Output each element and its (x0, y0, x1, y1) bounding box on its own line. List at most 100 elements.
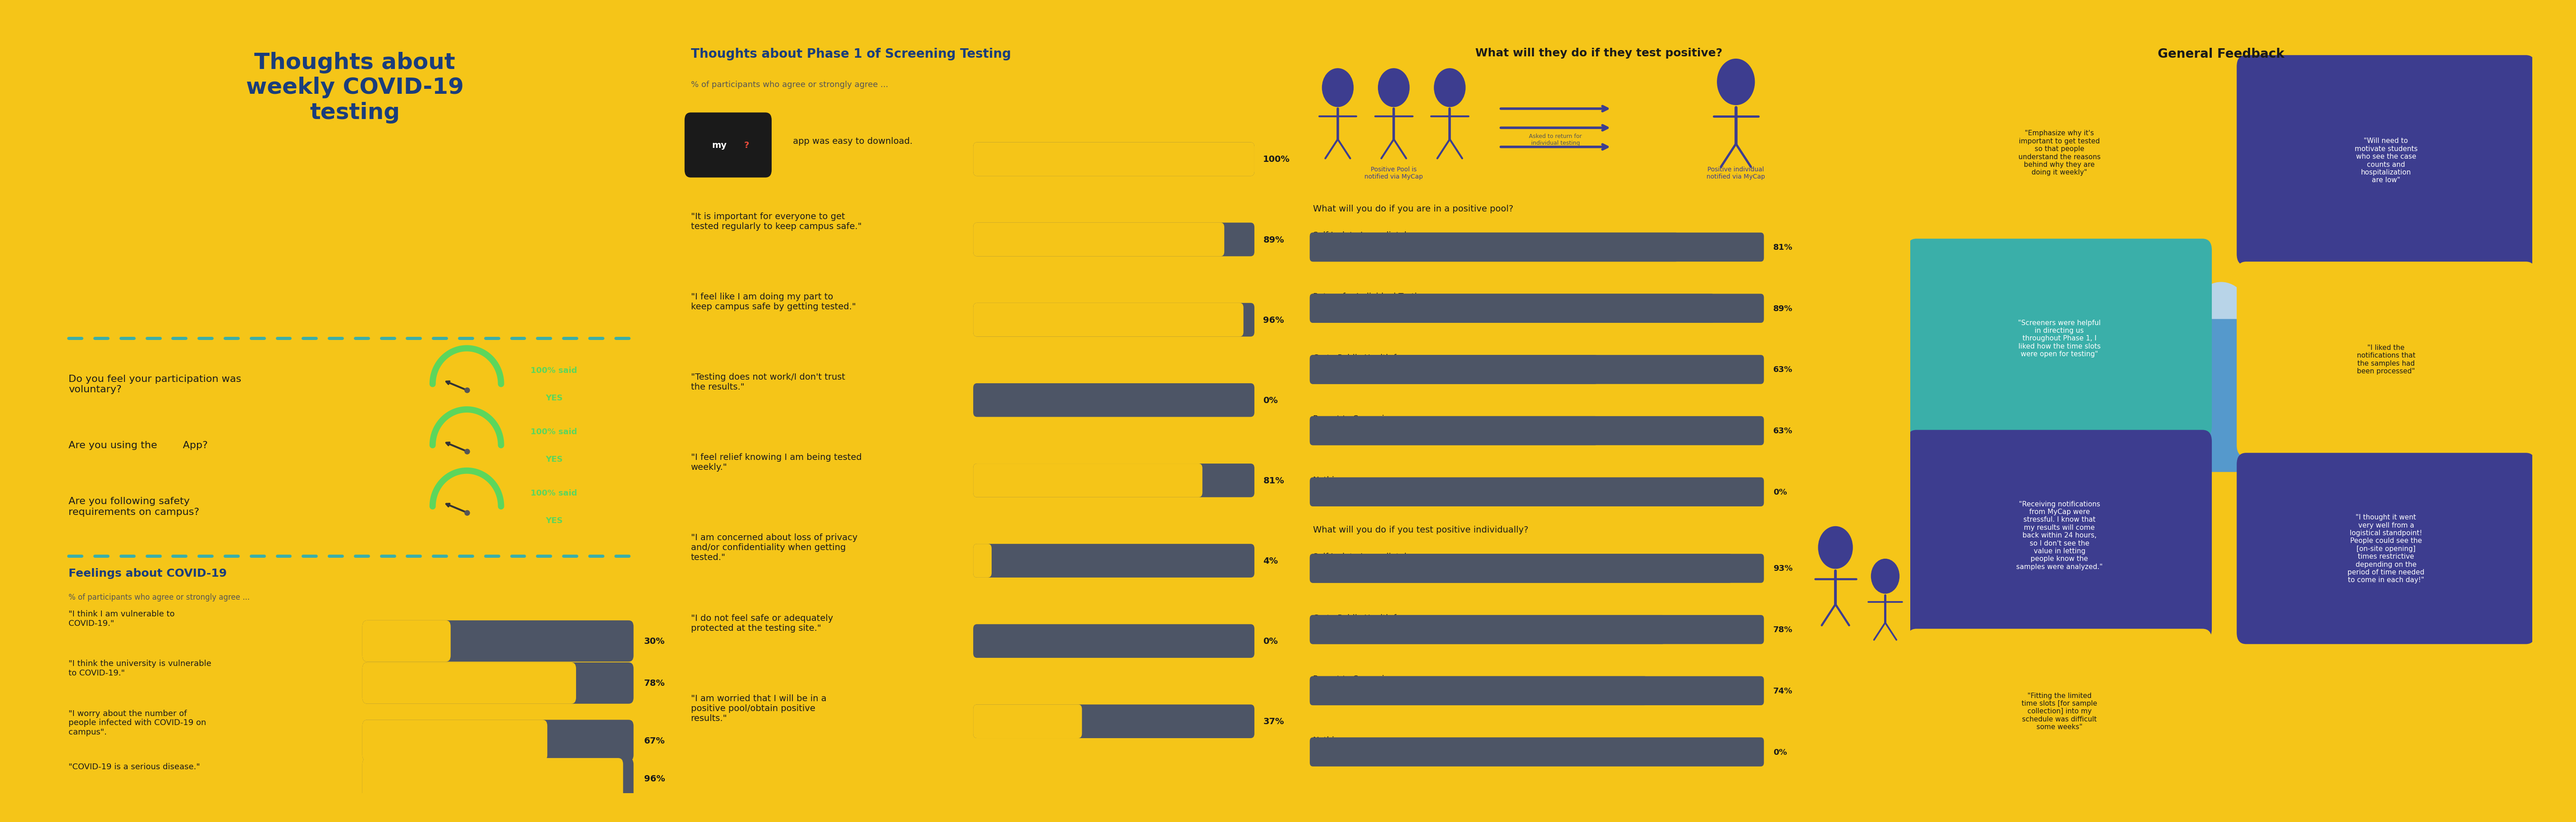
Text: ?: ? (744, 141, 750, 150)
Text: Positive individual
notified via MyCap: Positive individual notified via MyCap (1708, 166, 1765, 180)
FancyBboxPatch shape (685, 113, 773, 178)
Text: 96%: 96% (644, 774, 665, 783)
FancyBboxPatch shape (1309, 554, 1734, 583)
Text: "I feel like I am doing my part to
keep campus safe by getting tested.": "I feel like I am doing my part to keep … (690, 293, 855, 311)
FancyBboxPatch shape (1309, 677, 1649, 705)
FancyBboxPatch shape (2236, 56, 2535, 266)
Text: Go to Public Health for
Testing: Go to Public Health for Testing (1314, 613, 1404, 631)
Text: 63%: 63% (1772, 427, 1793, 435)
Text: "I thought it went
very well from a
logistical standpoint!
People could see the
: "I thought it went very well from a logi… (2347, 514, 2424, 584)
Text: "I am worried that I will be in a
positive pool/obtain positive
results.": "I am worried that I will be in a positi… (690, 694, 827, 723)
FancyBboxPatch shape (363, 720, 634, 761)
Text: "I feel relief knowing I am being tested
weekly.": "I feel relief knowing I am being tested… (690, 453, 860, 472)
FancyBboxPatch shape (1309, 615, 1664, 644)
Text: "Testing does not work/I don't trust
the results.": "Testing does not work/I don't trust the… (690, 373, 845, 391)
Text: 81%: 81% (1262, 476, 1285, 485)
FancyBboxPatch shape (1309, 294, 1716, 323)
Text: What will they do if they test positive?: What will they do if they test positive? (1476, 48, 1723, 58)
Text: 93%: 93% (1772, 565, 1793, 573)
FancyBboxPatch shape (1309, 355, 1765, 384)
Text: General Feedback: General Feedback (2159, 48, 2285, 61)
FancyBboxPatch shape (974, 704, 1082, 738)
Text: "COVID-19 is a serious disease.": "COVID-19 is a serious disease." (70, 763, 201, 771)
Text: "Emphasize why it's
important to get tested
so that people
understand the reason: "Emphasize why it's important to get tes… (2020, 130, 2099, 176)
Text: 0%: 0% (1772, 488, 1788, 496)
Text: 89%: 89% (1262, 235, 1283, 244)
FancyBboxPatch shape (974, 464, 1255, 497)
Text: What will you do if you are in a positive pool?: What will you do if you are in a positiv… (1314, 205, 1512, 213)
Text: 78%: 78% (1772, 626, 1793, 634)
FancyBboxPatch shape (363, 663, 634, 704)
Text: Thoughts about
weekly COVID-19
testing: Thoughts about weekly COVID-19 testing (245, 52, 464, 123)
Text: "Fitting the limited
time slots [for sample
collection] into my
schedule was dif: "Fitting the limited time slots [for sam… (2022, 692, 2097, 730)
Text: Go to Public Health for
Testing: Go to Public Health for Testing (1314, 353, 1404, 372)
FancyBboxPatch shape (363, 758, 634, 799)
FancyBboxPatch shape (974, 143, 1255, 176)
Text: 100% said: 100% said (531, 489, 577, 496)
FancyBboxPatch shape (363, 663, 577, 704)
Text: Asked to return for
individual testing: Asked to return for individual testing (1530, 133, 1582, 146)
Text: 0%: 0% (1262, 396, 1278, 404)
Text: 0%: 0% (1262, 637, 1278, 645)
Text: Are you following safety
requirements on campus?: Are you following safety requirements on… (70, 496, 198, 516)
Circle shape (1435, 69, 1466, 107)
Text: What will you do if you test positive individually?: What will you do if you test positive in… (1314, 526, 1528, 534)
FancyBboxPatch shape (1309, 233, 1765, 262)
FancyBboxPatch shape (974, 223, 1224, 256)
Text: 37%: 37% (1262, 717, 1283, 726)
Text: Thoughts about Phase 1 of Screening Testing: Thoughts about Phase 1 of Screening Test… (690, 48, 1010, 61)
Text: Self-Isolate Immediately: Self-Isolate Immediately (1314, 552, 1412, 561)
Text: Nothing: Nothing (1314, 476, 1345, 484)
FancyBboxPatch shape (1906, 56, 2213, 251)
FancyBboxPatch shape (2236, 453, 2535, 644)
Circle shape (1870, 559, 1899, 593)
Text: % of participants who agree or strongly agree ...: % of participants who agree or strongly … (690, 81, 889, 89)
Circle shape (1321, 69, 1352, 107)
FancyBboxPatch shape (2187, 319, 2257, 472)
FancyBboxPatch shape (1309, 233, 1680, 262)
FancyBboxPatch shape (1309, 478, 1765, 506)
FancyBboxPatch shape (974, 303, 1255, 337)
FancyBboxPatch shape (1309, 554, 1765, 583)
FancyBboxPatch shape (1309, 615, 1765, 644)
Text: 100%: 100% (1262, 155, 1291, 164)
FancyBboxPatch shape (1906, 430, 2213, 640)
Text: Feelings about COVID-19: Feelings about COVID-19 (70, 568, 227, 579)
Circle shape (1819, 527, 1852, 569)
Text: Report to Supervisors: Report to Supervisors (1314, 675, 1401, 683)
Text: % of participants who agree or strongly agree ...: % of participants who agree or strongly … (70, 593, 250, 601)
FancyBboxPatch shape (974, 143, 1255, 176)
FancyBboxPatch shape (1906, 629, 2213, 793)
Text: 63%: 63% (1772, 366, 1793, 374)
FancyBboxPatch shape (1309, 737, 1765, 766)
Text: Self-Isolate Immediately: Self-Isolate Immediately (1314, 231, 1412, 239)
FancyBboxPatch shape (2236, 262, 2535, 457)
FancyBboxPatch shape (1906, 239, 2213, 438)
FancyBboxPatch shape (974, 624, 1255, 658)
FancyBboxPatch shape (1309, 417, 1765, 446)
Text: "I am concerned about loss of privacy
and/or confidentiality when getting
tested: "I am concerned about loss of privacy an… (690, 533, 858, 561)
FancyBboxPatch shape (1309, 294, 1765, 323)
FancyBboxPatch shape (363, 720, 546, 761)
Circle shape (1718, 59, 1754, 105)
Text: Report to Supervisors: Report to Supervisors (1314, 415, 1401, 423)
Text: Do you feel your participation was
voluntary?: Do you feel your participation was volun… (70, 375, 242, 394)
FancyBboxPatch shape (1309, 417, 1597, 446)
Text: "I liked the
notifications that
the samples had
been processed": "I liked the notifications that the samp… (2357, 344, 2416, 375)
Text: "I do not feel safe or adequately
protected at the testing site.": "I do not feel safe or adequately protec… (690, 613, 832, 632)
Text: Return for Individual Testing: Return for Individual Testing (1314, 293, 1427, 301)
Text: 81%: 81% (1772, 243, 1793, 252)
Text: 4%: 4% (1262, 556, 1278, 565)
FancyBboxPatch shape (974, 223, 1255, 256)
Text: "Screeners were helpful
in directing us
throughout Phase 1, I
liked how the time: "Screeners were helpful in directing us … (2017, 319, 2102, 358)
Text: 89%: 89% (1772, 304, 1793, 312)
Text: 67%: 67% (644, 737, 665, 745)
Text: "I think I am vulnerable to
COVID-19.": "I think I am vulnerable to COVID-19." (70, 610, 175, 627)
Text: "I think the university is vulnerable
to COVID-19.": "I think the university is vulnerable to… (70, 659, 211, 677)
Text: 96%: 96% (1262, 316, 1283, 325)
Text: 100% said: 100% said (531, 367, 577, 375)
FancyBboxPatch shape (974, 544, 1255, 578)
Text: 78%: 78% (644, 679, 665, 687)
Text: YES: YES (546, 455, 562, 464)
Text: "Will need to
motivate students
who see the case
counts and
hospitalization
are : "Will need to motivate students who see … (2354, 137, 2416, 183)
